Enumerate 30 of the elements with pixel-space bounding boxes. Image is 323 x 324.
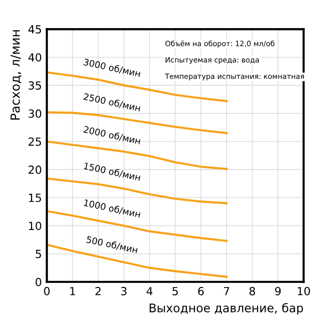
text: 2000 об/мин xyxy=(83,126,141,146)
text: 500 об/мин xyxy=(86,236,138,254)
x-tick-label: 5 xyxy=(172,287,178,296)
y-tick-label: 5 xyxy=(36,250,42,258)
x-tick-label: 8 xyxy=(249,286,256,296)
y-axis-title: Расход, л/мин xyxy=(10,30,22,120)
text: 1000 об/мин xyxy=(84,198,141,218)
text: 3000 об/мин xyxy=(83,58,141,78)
x-tick-label: 0 xyxy=(44,286,50,296)
y-tick-label: 45 xyxy=(28,25,42,34)
y-tick-label: 30 xyxy=(28,109,42,118)
text: 1500 об/мин xyxy=(84,162,141,182)
text: 2500 об/мин xyxy=(83,92,141,112)
y-tick-label: 0 xyxy=(36,278,42,286)
y-tick-label: 25 xyxy=(28,137,42,146)
x-tick-label: 10 xyxy=(298,286,310,296)
y-tick-label: 35 xyxy=(28,81,42,90)
x-tick-label: 9 xyxy=(275,286,281,296)
y-tick-label: 40 xyxy=(28,53,42,62)
y-tick-label: 20 xyxy=(28,166,42,174)
x-tick-label: 3 xyxy=(121,286,127,296)
x-tick-label: 1 xyxy=(70,287,76,296)
x-tick-label: 7 xyxy=(224,287,230,296)
x-tick-label: 4 xyxy=(146,287,152,296)
y-tick-label: 10 xyxy=(29,222,42,230)
x-tick-label: 2 xyxy=(95,286,101,296)
x-tick-label: 6 xyxy=(198,286,204,296)
line-series xyxy=(46,244,228,278)
y-tick-label: 15 xyxy=(29,194,42,202)
x-axis-title: Выходное давление, бар xyxy=(150,303,303,315)
